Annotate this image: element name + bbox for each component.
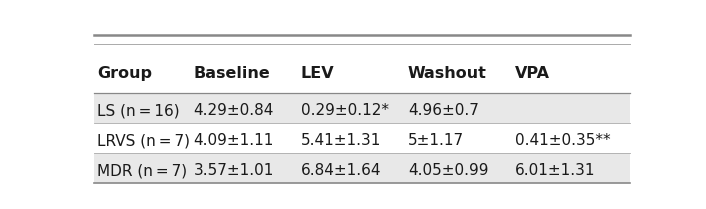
Text: Baseline: Baseline <box>193 66 270 81</box>
Text: 6.84±1.64: 6.84±1.64 <box>301 163 381 178</box>
Text: 4.96±0.7: 4.96±0.7 <box>408 103 479 118</box>
Text: Washout: Washout <box>408 66 487 81</box>
Text: LS (n = 16): LS (n = 16) <box>97 103 179 118</box>
Text: 4.09±1.11: 4.09±1.11 <box>193 133 274 148</box>
Text: 5.41±1.31: 5.41±1.31 <box>301 133 381 148</box>
Text: MDR (n = 7): MDR (n = 7) <box>97 163 187 178</box>
Text: 5±1.17: 5±1.17 <box>408 133 464 148</box>
FancyBboxPatch shape <box>94 153 630 183</box>
Text: 4.29±0.84: 4.29±0.84 <box>193 103 274 118</box>
FancyBboxPatch shape <box>94 93 630 123</box>
Text: LRVS (n = 7): LRVS (n = 7) <box>97 133 190 148</box>
Text: LEV: LEV <box>301 66 335 81</box>
FancyBboxPatch shape <box>94 123 630 153</box>
Text: VPA: VPA <box>515 66 550 81</box>
Text: 3.57±1.01: 3.57±1.01 <box>193 163 274 178</box>
FancyBboxPatch shape <box>94 44 630 93</box>
Text: 6.01±1.31: 6.01±1.31 <box>515 163 596 178</box>
Text: 4.05±0.99: 4.05±0.99 <box>408 163 489 178</box>
Text: Group: Group <box>97 66 152 81</box>
Text: 0.41±0.35**: 0.41±0.35** <box>515 133 611 148</box>
Text: 0.29±0.12*: 0.29±0.12* <box>301 103 389 118</box>
